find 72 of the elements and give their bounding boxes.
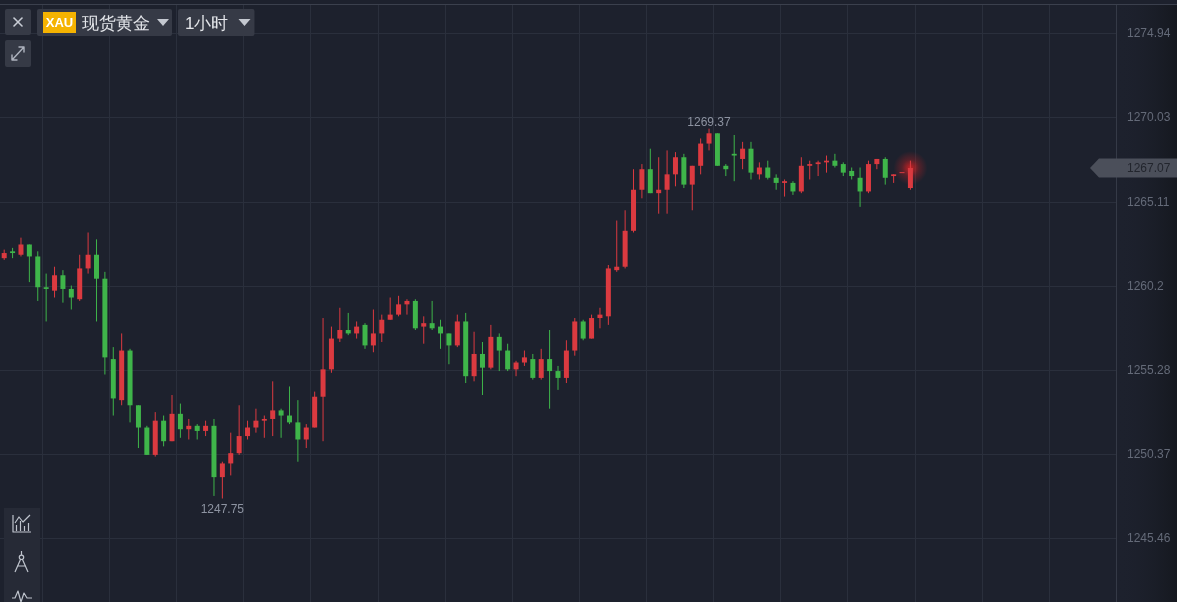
candlestick	[782, 178, 788, 198]
candlestick	[161, 415, 167, 447]
candlestick	[689, 165, 695, 211]
badge: XAU	[43, 12, 76, 33]
candlestick	[454, 314, 460, 348]
y-tick-label: 1260.2	[1127, 278, 1164, 293]
candlestick	[765, 160, 771, 180]
candlestick	[530, 353, 536, 381]
subtitle: 1小时	[185, 14, 229, 33]
candlestick	[882, 156, 888, 186]
candlestick	[639, 163, 645, 199]
candlestick	[664, 149, 670, 215]
candlestick	[261, 415, 267, 439]
annotation: 1269.37	[687, 114, 731, 129]
candlestick	[396, 295, 402, 317]
candlestick	[270, 380, 276, 437]
candlestick	[672, 151, 678, 187]
candlestick	[245, 420, 251, 440]
candlestick	[815, 160, 821, 177]
title: 现货黄金	[82, 14, 150, 33]
candlestick	[295, 399, 301, 463]
candlestick	[589, 314, 595, 340]
candlestick	[874, 158, 880, 170]
candlestick	[496, 332, 502, 372]
candlestick	[370, 308, 376, 353]
candlestick	[471, 331, 477, 382]
candlestick	[446, 332, 452, 365]
candlestick	[177, 403, 183, 439]
candlestick	[580, 319, 586, 341]
candlestick	[85, 232, 91, 275]
candlestick	[832, 153, 838, 169]
candlestick	[362, 322, 368, 350]
candlestick	[43, 273, 49, 322]
candlestick	[219, 461, 225, 500]
candlestick	[26, 243, 32, 283]
candlestick	[731, 134, 737, 182]
candlestick	[421, 315, 427, 345]
candlestick	[18, 237, 24, 257]
y-tick-label: 1250.37	[1127, 446, 1171, 461]
annotation: 1247.75	[200, 501, 245, 516]
candlestick	[68, 285, 74, 310]
candlestick	[706, 128, 712, 151]
candlestick	[698, 137, 704, 175]
candlestick	[379, 314, 385, 343]
candlestick	[387, 297, 393, 321]
candlestick	[647, 148, 653, 194]
candlestick	[857, 167, 863, 208]
candlestick	[253, 408, 259, 434]
candlestick	[740, 141, 746, 170]
y-tick-label: 1265.11	[1127, 194, 1170, 209]
y-tick-label: 1245.46	[1127, 530, 1171, 545]
candlestick	[479, 341, 485, 396]
y-tick-label: 1274.94	[1127, 26, 1171, 41]
candlestick	[547, 329, 553, 410]
candlestick	[538, 348, 544, 381]
candlestick	[748, 141, 754, 180]
candlestick	[429, 300, 435, 331]
candlestick	[337, 307, 343, 343]
candlestick	[278, 408, 284, 439]
candlestick	[303, 423, 309, 449]
y-tick-label: 1255.28	[1127, 362, 1171, 377]
candlestick	[228, 432, 234, 476]
candlestick	[135, 404, 141, 449]
candlestick	[555, 365, 561, 391]
candlestick	[236, 404, 242, 456]
candlestick	[60, 269, 66, 304]
candlestick	[94, 238, 99, 322]
candlestick	[505, 343, 511, 372]
candlestick	[907, 160, 913, 191]
candlestick	[807, 160, 813, 180]
y-tick-label: 1270.03	[1127, 110, 1171, 125]
candlestick	[52, 266, 58, 299]
